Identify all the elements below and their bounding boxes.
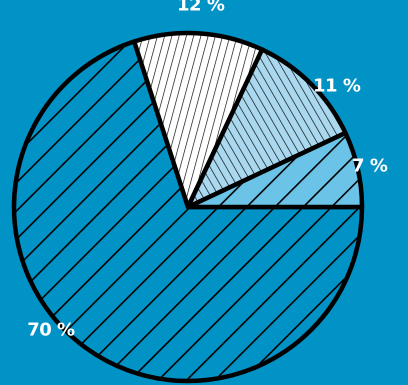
slice-label: 70 % <box>27 319 75 340</box>
pie-slice-hatch <box>185 47 348 210</box>
slice-label: 11 % <box>313 76 361 97</box>
pie-slice <box>131 30 265 210</box>
slices-layer <box>11 30 365 384</box>
pie-slice <box>185 130 365 210</box>
slice-label: 7 % <box>352 155 388 176</box>
pie-slice <box>11 39 365 384</box>
labels-layer: 70 % 12 % 11 % 7 % <box>27 0 388 340</box>
slice-label: 12 % <box>177 0 225 16</box>
pie-slice-hatch <box>131 30 265 210</box>
pie-slice-hatch <box>11 39 365 384</box>
pie-slice-hatch <box>185 130 365 210</box>
pie-slice <box>185 47 348 210</box>
